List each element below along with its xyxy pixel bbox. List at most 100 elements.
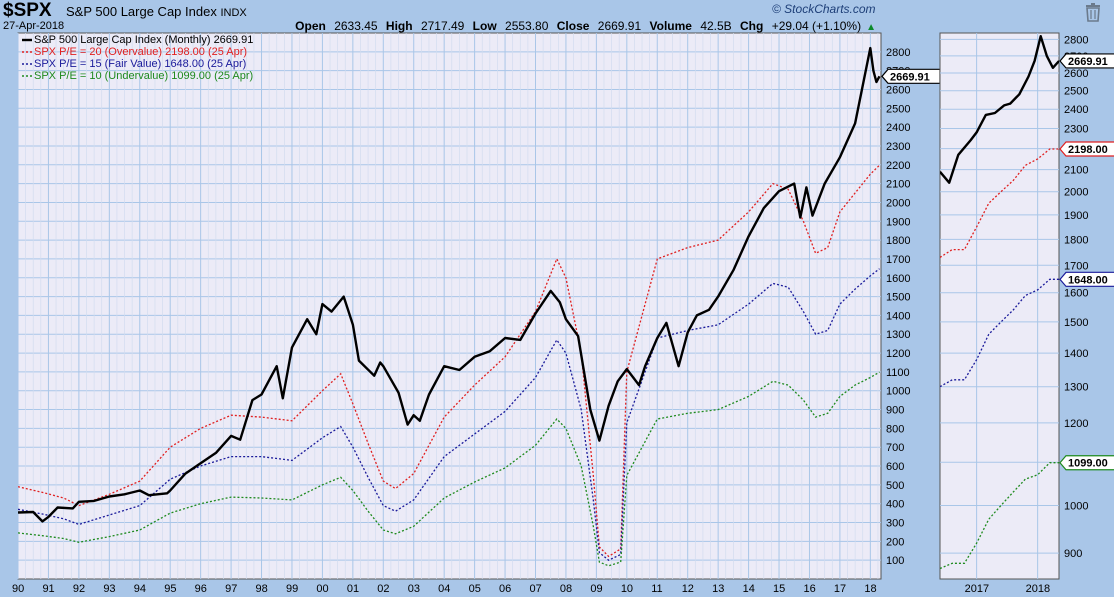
y-tick-label: 2000: [1064, 187, 1088, 199]
x-tick-label: 03: [408, 583, 420, 595]
x-tick-label: 14: [743, 583, 755, 595]
y-tick-label: 400: [886, 499, 904, 511]
y-tick-label: 1400: [886, 310, 910, 322]
y-tick-label: 900: [886, 405, 904, 417]
y-tick-label: 1800: [1064, 234, 1088, 246]
y-tick-label: 2100: [886, 179, 910, 191]
x-tick-label: 99: [286, 583, 298, 595]
y-tick-label: 2800: [1064, 34, 1088, 46]
y-tick-label: 2000: [886, 197, 910, 209]
legend: S&P 500 Large Cap Index (Monthly) 2669.9…: [22, 34, 253, 82]
x-tick-label: 93: [103, 583, 115, 595]
series-line-2[interactable]: [18, 268, 880, 561]
y-tick-label: 1900: [886, 216, 910, 228]
x-tick-label: 2018: [1026, 583, 1050, 595]
stockcharts-logo[interactable]: © StockCharts.com: [772, 2, 876, 16]
series-line-0[interactable]: [940, 35, 1059, 184]
x-tick-label: 91: [42, 583, 54, 595]
x-tick-label: 01: [347, 583, 359, 595]
y-tick-label: 2200: [886, 160, 910, 172]
chg-value: +29.04 (+1.10%): [771, 19, 862, 33]
value-tag: 2198.00: [1059, 141, 1114, 157]
value-tag: 2669.91: [881, 68, 941, 84]
legend-entry: SPX P/E = 10 (Undervalue) 1099.00 (25 Ap…: [34, 70, 253, 82]
y-tick-label: 100: [886, 555, 904, 567]
y-tick-label: 1500: [1064, 317, 1088, 329]
series-line-0[interactable]: [18, 46, 881, 523]
high-label: High: [385, 19, 413, 33]
x-tick-label: 97: [225, 583, 237, 595]
x-tick-label: 15: [773, 583, 785, 595]
series-line-1[interactable]: [18, 164, 880, 558]
quote-bar: Open 2633.45 High 2717.49 Low 2553.80 Cl…: [0, 19, 876, 33]
legend-entry: S&P 500 Large Cap Index (Monthly) 2669.9…: [34, 34, 253, 46]
y-tick-label: 200: [886, 536, 904, 548]
legend-entry: SPX P/E = 15 (Fair Value) 1648.00 (25 Ap…: [34, 58, 246, 70]
y-tick-label: 1400: [1064, 348, 1088, 360]
x-tick-label: 16: [803, 583, 815, 595]
symbol: $SPX: [3, 0, 52, 21]
index-name: S&P 500 Large Cap Index INDX: [66, 4, 247, 19]
value-tag-text: 2198.00: [1068, 144, 1108, 156]
x-tick-label: 07: [529, 583, 541, 595]
x-tick-label: 00: [316, 583, 328, 595]
y-tick-label: 1300: [886, 329, 910, 341]
quote-date: 27-Apr-2018: [3, 20, 65, 32]
chg-label: Chg: [740, 19, 764, 33]
x-tick-label: 05: [469, 583, 481, 595]
series-line-3[interactable]: [940, 462, 1059, 570]
y-tick-label: 2600: [1064, 68, 1088, 80]
x-tick-label: 18: [864, 583, 876, 595]
y-tick-label: 1600: [886, 273, 910, 285]
value-tag-text: 1099.00: [1068, 458, 1108, 470]
series-line-3[interactable]: [18, 371, 880, 567]
x-tick-label: 95: [164, 583, 176, 595]
y-tick-label: 1600: [1064, 288, 1088, 300]
y-tick-label: 800: [886, 423, 904, 435]
y-tick-label: 1700: [1064, 260, 1088, 272]
open-value: 2633.45: [334, 19, 378, 33]
x-tick-label: 10: [621, 583, 633, 595]
value-tag-box: [1059, 455, 1114, 471]
legend-entry: SPX P/E = 20 (Overvalue) 2198.00 (25 Apr…: [34, 46, 247, 58]
x-tick-label: 98: [256, 583, 268, 595]
x-tick-label: 92: [73, 583, 85, 595]
y-tick-label: 2500: [886, 103, 910, 115]
y-tick-label: 700: [886, 442, 904, 454]
y-tick-label: 2300: [1064, 123, 1088, 135]
y-tick-label: 1000: [1064, 500, 1088, 512]
y-tick-label: 2800: [886, 47, 910, 59]
value-tag: 1099.00: [1059, 455, 1114, 471]
y-tick-label: 1900: [1064, 210, 1088, 222]
plot-area: [939, 32, 1060, 580]
value-tag-text: 2669.91: [890, 71, 930, 83]
x-tick-label: 08: [560, 583, 572, 595]
plot-area: [17, 32, 882, 580]
high-value: 2717.49: [420, 19, 465, 33]
y-tick-label: 500: [886, 480, 904, 492]
exchange: INDX: [220, 7, 247, 19]
y-tick-label: 2100: [1064, 165, 1088, 177]
y-tick-label: 1200: [886, 348, 910, 360]
value-tag: 1648.00: [1059, 271, 1114, 287]
trash-icon[interactable]: [1082, 2, 1104, 22]
y-tick-label: 1300: [1064, 382, 1088, 394]
x-tick-label: 96: [195, 583, 207, 595]
y-tick-label: 1100: [886, 367, 910, 379]
index-name-text: S&P 500 Large Cap Index: [66, 4, 217, 19]
volume-label: Volume: [649, 19, 692, 33]
volume-value: 42.5B: [700, 19, 732, 33]
y-tick-label: 600: [886, 461, 904, 473]
y-tick-label: 1800: [886, 235, 910, 247]
value-tag-text: 2669.91: [1068, 56, 1108, 68]
y-tick-label: 2400: [1064, 104, 1088, 116]
value-tag-text: 1648.00: [1068, 274, 1108, 286]
zoom-panel[interactable]: 9001000110012001300140015001600170018001…: [939, 32, 1114, 595]
up-arrow-icon: ▲: [866, 22, 876, 33]
x-tick-label: 06: [499, 583, 511, 595]
main-panel[interactable]: 1002003004005006007008009001000110012001…: [12, 32, 941, 595]
x-tick-label: 02: [377, 583, 389, 595]
y-tick-label: 2300: [886, 141, 910, 153]
close-label: Close: [556, 19, 590, 33]
